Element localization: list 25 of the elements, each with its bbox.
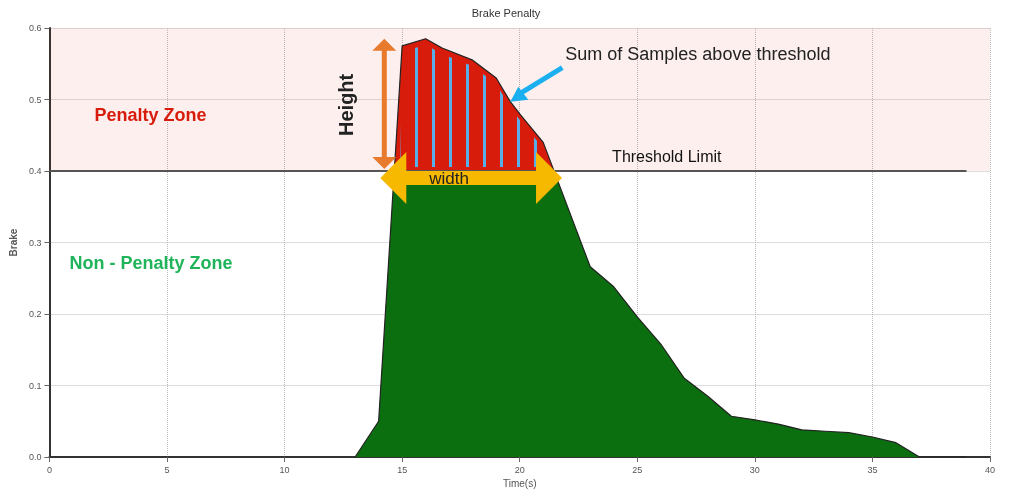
annotation: Height	[335, 73, 358, 136]
x-tick-label: 5	[164, 464, 170, 475]
x-tick-label: 20	[514, 464, 525, 475]
x-tick-label: 0	[46, 464, 52, 475]
y-tick-label: 0.4	[28, 166, 42, 176]
ref-line-label: Threshold Limit	[612, 147, 723, 165]
band-label: Penalty Zone	[94, 104, 207, 125]
x-tick-label: 15	[397, 464, 408, 475]
annotation: Non - Penalty Zone	[69, 252, 233, 273]
x-tick-label: 40	[984, 464, 996, 475]
y-tick-label: 0.0	[28, 452, 42, 462]
x-tick-label: 10	[279, 464, 290, 475]
annotation: width	[428, 169, 470, 188]
annotation: Sum of Samples above threshold	[565, 43, 831, 64]
x-tick-label: 35	[867, 464, 878, 475]
y-tick-label: 0.5	[28, 94, 42, 105]
x-tick-label: 30	[749, 464, 760, 475]
chart-title: Brake Penalty	[471, 6, 541, 19]
x-tick-label: 25	[632, 464, 643, 475]
y-tick-label: 0.1	[28, 380, 42, 391]
x-axis-title: Time(s)	[502, 478, 537, 490]
y-axis-title: Brake	[7, 228, 19, 257]
y-tick-label: 0.2	[28, 309, 42, 319]
y-tick-label: 0.6	[28, 23, 42, 33]
y-tick-label: 0.3	[28, 237, 42, 248]
